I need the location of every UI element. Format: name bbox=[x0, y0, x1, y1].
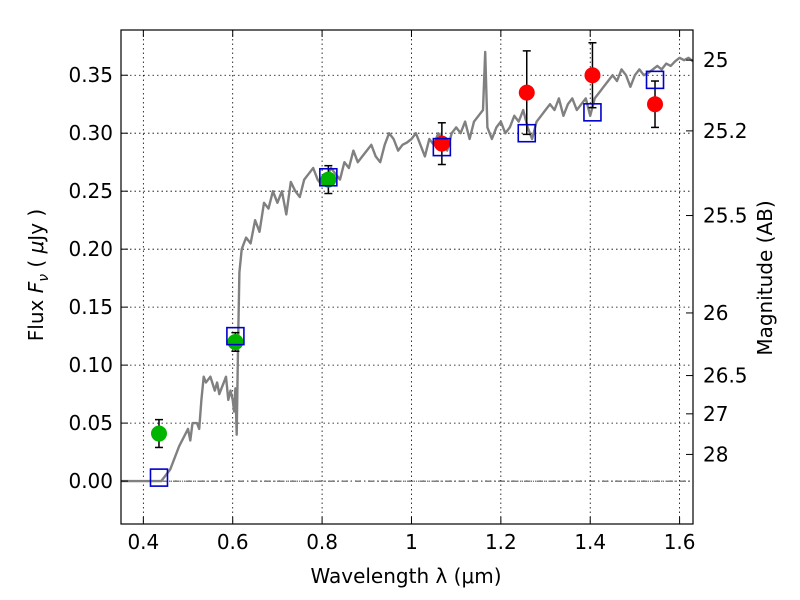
right-tick-label: 25.2 bbox=[703, 119, 748, 143]
x-tick-label: 1.2 bbox=[485, 530, 517, 554]
right-tick-label: 25 bbox=[703, 48, 728, 72]
data-point bbox=[150, 425, 167, 442]
x-tick-label: 1 bbox=[405, 530, 418, 554]
model-square bbox=[517, 123, 537, 143]
right-tick-label: 25.5 bbox=[703, 204, 748, 228]
data-point bbox=[227, 333, 244, 350]
model-square bbox=[583, 103, 602, 122]
model-square bbox=[432, 137, 452, 157]
data-point bbox=[433, 135, 450, 152]
model-square bbox=[226, 326, 245, 346]
right-tick-label: 27 bbox=[703, 402, 728, 426]
y-tick-label: 0.25 bbox=[68, 179, 113, 203]
plot-frame bbox=[120, 29, 694, 525]
y-tick-label: 0.10 bbox=[68, 353, 113, 377]
y-tick-label: 0.00 bbox=[68, 469, 113, 493]
x-tick-label: 1.4 bbox=[574, 530, 606, 554]
data-point bbox=[320, 171, 337, 188]
right-tick-label: 28 bbox=[703, 442, 728, 466]
model-square bbox=[645, 70, 665, 90]
y-tick-label: 0.35 bbox=[68, 63, 113, 87]
y-axis-label-unit: Jy ) bbox=[24, 209, 48, 243]
y-tick-label: 0.15 bbox=[68, 295, 113, 319]
model-square bbox=[319, 167, 338, 187]
model-square bbox=[149, 468, 169, 487]
data-point bbox=[584, 67, 601, 84]
y-axis-label-open: ( bbox=[24, 253, 48, 274]
y-axis-label-mu: μ bbox=[24, 241, 48, 255]
spectrum-layer bbox=[121, 50, 694, 483]
data-point bbox=[647, 96, 664, 113]
y-tick-label: 0.05 bbox=[68, 411, 113, 435]
x-tick-label: 0.4 bbox=[127, 530, 159, 554]
y-tick-label: 0.30 bbox=[68, 121, 113, 145]
x-tick-label: 0.6 bbox=[217, 530, 249, 554]
spectrum-line bbox=[121, 50, 694, 483]
y-axis-label-variable: F bbox=[24, 281, 48, 293]
right-tick-label: 26 bbox=[703, 301, 728, 325]
data-point bbox=[518, 84, 535, 101]
y-axis-label: Flux Fν ( μJy ) bbox=[24, 209, 52, 341]
tick-layer: 0.4 0.6 0.8 1 1.2 1.4 1.6 0.00 0.05 0.10 0.15 0.20 0… bbox=[68, 30, 748, 554]
right-tick-label: 26.5 bbox=[703, 364, 748, 388]
y-tick-label: 0.20 bbox=[68, 237, 113, 261]
right-axis-label: Magnitude (AB) bbox=[753, 200, 777, 355]
marker-layer bbox=[149, 67, 665, 487]
x-axis-label: Wavelength λ (μm) bbox=[310, 564, 501, 588]
grid bbox=[121, 30, 693, 524]
y-axis-label-prefix: Flux bbox=[24, 293, 48, 341]
x-tick-label: 1.6 bbox=[664, 530, 696, 554]
x-tick-label: 0.8 bbox=[306, 530, 338, 554]
y-axis-label-subscript: ν bbox=[36, 274, 52, 282]
